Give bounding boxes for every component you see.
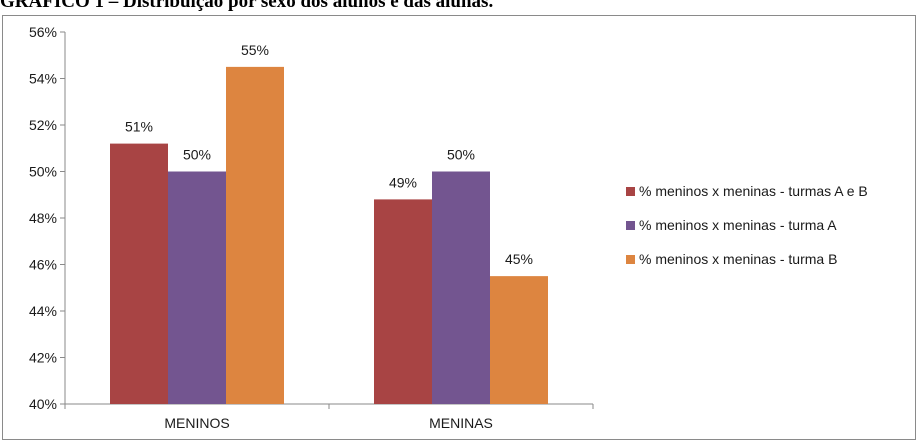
data-label: 49% <box>389 174 417 190</box>
bar <box>432 171 490 404</box>
bar <box>168 171 226 404</box>
x-category-label: MENINOS <box>164 415 229 431</box>
bar <box>110 143 168 404</box>
legend-label: % meninos x meninas - turma A <box>639 217 837 233</box>
y-tick-label: 46% <box>29 257 57 273</box>
data-label: 55% <box>241 42 269 58</box>
y-tick-label: 42% <box>29 350 57 366</box>
y-tick-label: 48% <box>29 210 57 226</box>
legend-label: % meninos x meninas - turma B <box>639 251 837 267</box>
x-axis: MENINOS MENINAS <box>64 403 594 431</box>
y-tick-label: 50% <box>29 164 57 180</box>
y-tick-label: 52% <box>29 117 57 133</box>
bar <box>490 276 548 404</box>
data-label: 45% <box>505 251 533 267</box>
y-tick-label: 56% <box>29 24 57 40</box>
data-label: 51% <box>125 119 153 135</box>
legend-swatch <box>626 255 635 264</box>
bar <box>226 66 284 404</box>
y-tick-label: 54% <box>29 71 57 87</box>
y-tick-label: 40% <box>29 396 57 412</box>
chart-title: GRÁFICO 1 – Distribuição por sexo dos al… <box>0 0 494 12</box>
y-tick-label: 44% <box>29 303 57 319</box>
data-label: 50% <box>447 147 475 163</box>
legend-swatch <box>626 221 635 230</box>
legend: % meninos x meninas - turmas A e B % meni… <box>626 183 868 267</box>
bars: 51% 50% 55% 49% 50% 45% <box>110 42 548 404</box>
legend-swatch <box>626 187 635 196</box>
legend-label: % meninos x meninas - turmas A e B <box>639 183 868 199</box>
chart-frame <box>2 15 916 440</box>
y-axis: 40% 42% 44% 46% 48% 50% 52% 54% 56% <box>29 24 66 412</box>
data-label: 50% <box>183 147 211 163</box>
bar <box>374 199 432 404</box>
x-category-label: MENINAS <box>429 415 493 431</box>
